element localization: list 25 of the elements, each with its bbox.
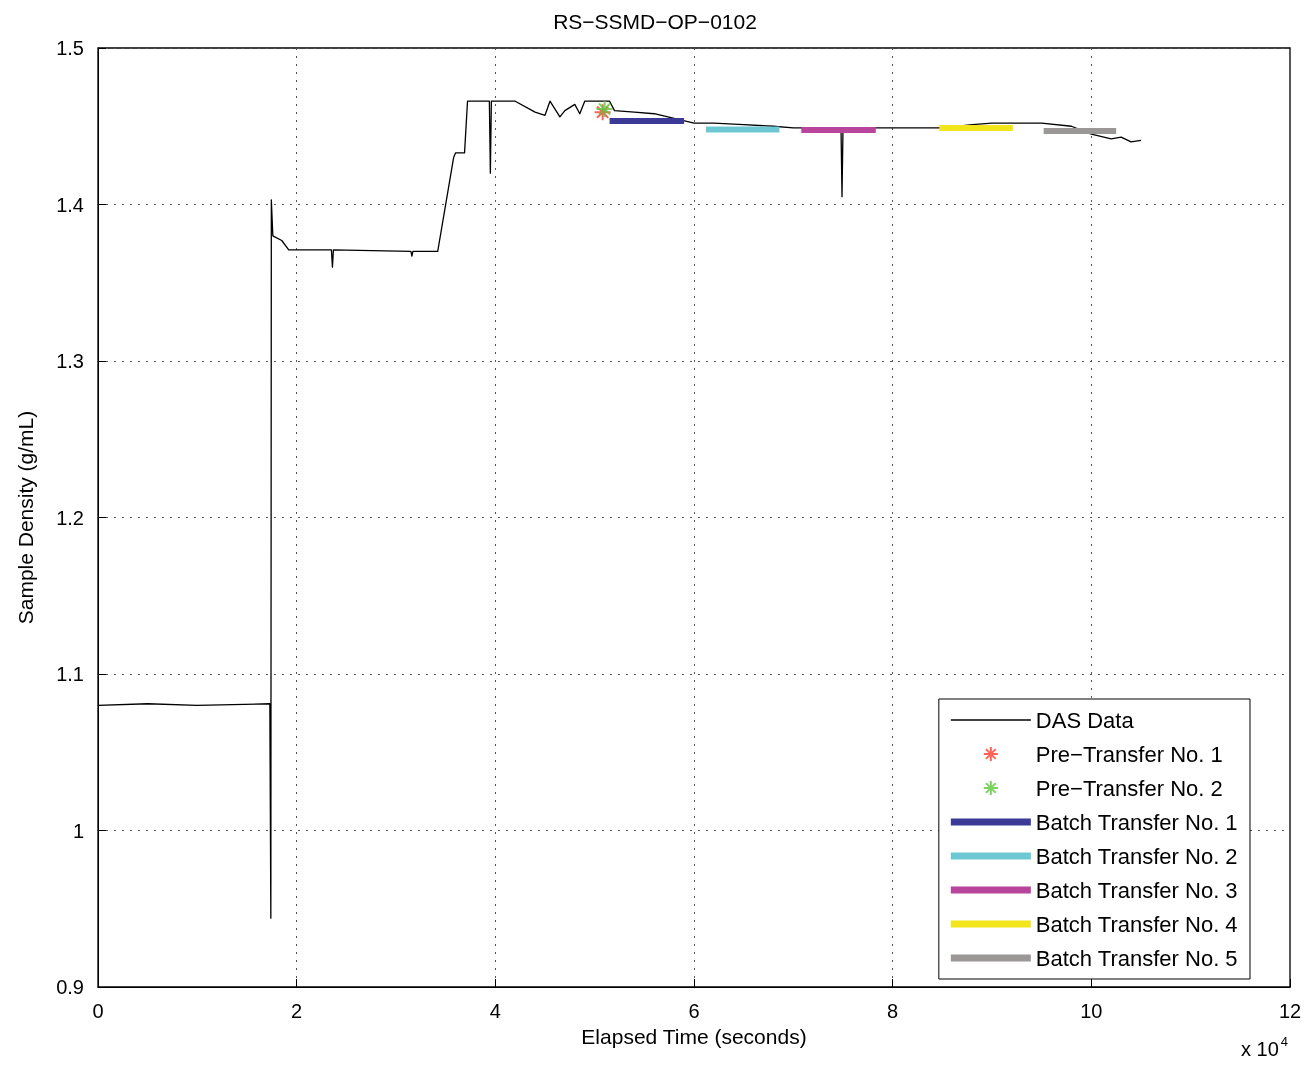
legend-label: Pre−Transfer No. 1 xyxy=(1035,741,1223,767)
x-tick-label: 8 xyxy=(887,1000,899,1022)
legend-label: Batch Transfer No. 2 xyxy=(1035,843,1238,869)
y-tick-label: 0.9 xyxy=(56,976,84,998)
legend-label: Batch Transfer No. 5 xyxy=(1035,945,1238,971)
x-tick-label: 4 xyxy=(489,1000,501,1022)
legend-label: Batch Transfer No. 3 xyxy=(1035,877,1238,903)
legend-label: Batch Transfer No. 4 xyxy=(1035,911,1238,937)
x-axis-title: Elapsed Time (seconds) xyxy=(581,1024,807,1048)
x-tick-label: 12 xyxy=(1278,1000,1302,1022)
y-tick-label: 1 xyxy=(72,819,84,842)
x-tick-label: 10 xyxy=(1080,1000,1103,1022)
x-tick-label: 2 xyxy=(291,1000,303,1022)
y-axis-title: Sample Density (g/mL) xyxy=(14,410,37,625)
y-tick-label: 1.3 xyxy=(56,350,84,372)
y-tick-label: 1.4 xyxy=(56,193,84,216)
y-tick-label: 1.5 xyxy=(56,37,84,59)
legend-label: Batch Transfer No. 1 xyxy=(1035,809,1238,835)
legend-label: Pre−Transfer No. 2 xyxy=(1035,775,1223,801)
x-tick-label: 6 xyxy=(688,1000,700,1022)
chart-title: RS−SSMD−OP−0102 xyxy=(553,10,757,33)
y-tick-label: 1.1 xyxy=(56,663,84,685)
x-tick-label: 0 xyxy=(92,1000,104,1022)
legend-label: DAS Data xyxy=(1035,707,1135,733)
y-tick-label: 1.2 xyxy=(56,506,84,529)
